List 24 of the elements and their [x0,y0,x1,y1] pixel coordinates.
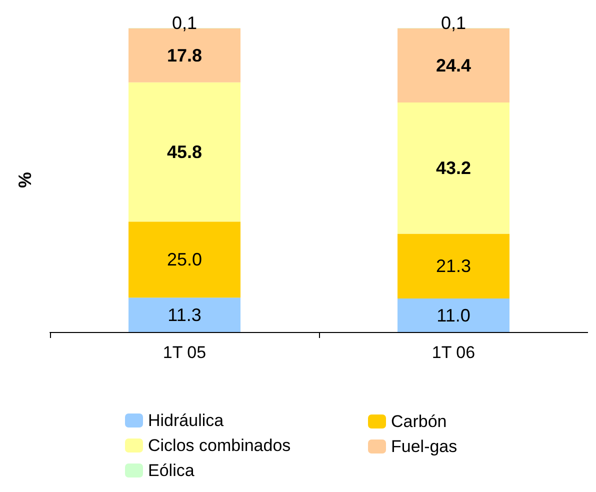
bar [398,234,510,299]
bar [128,222,240,298]
legend-label: Hidráulica [148,411,224,430]
legend-label: Fuel-gas [391,437,458,456]
data-label: 11.0 [436,305,470,326]
data-label: 0,1 [440,13,466,33]
data-label: 0,1 [172,13,198,33]
bar [398,102,510,234]
data-label: 21.3 [436,256,472,276]
data-label: 11.3 [168,304,202,325]
bar [128,82,240,222]
data-label: 17.8 [166,45,202,66]
x-tick-label: 1T 05 [162,343,206,362]
legend-label: Eólica [148,461,195,480]
bar [128,298,240,332]
data-label: 25.0 [166,250,202,270]
legend-label: Carbón [391,412,447,431]
data-label: 45.8 [166,142,202,162]
y-axis-title: % [15,172,35,188]
x-tick-label: 1T 06 [432,343,476,362]
data-label: 43.2 [436,158,472,178]
bar [398,298,510,332]
legend-label: Ciclos combinados [148,436,291,455]
data-label: 24.4 [436,55,472,76]
